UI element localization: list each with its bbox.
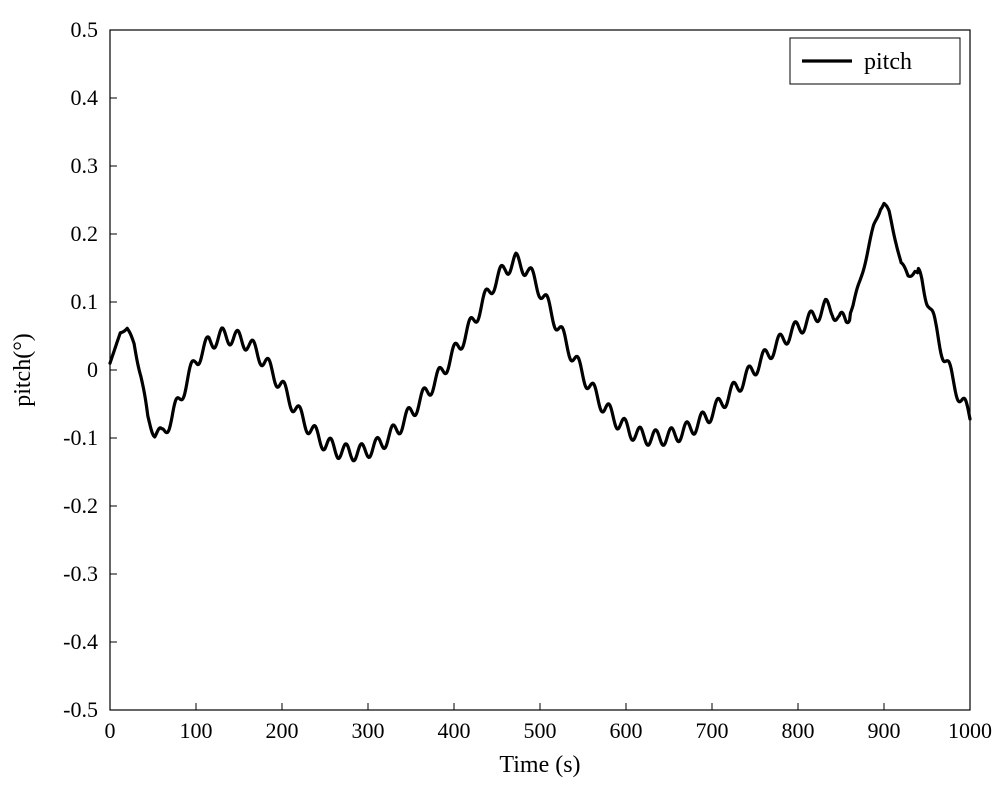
y-tick-label: 0.5 (71, 17, 99, 42)
x-tick-label: 800 (782, 718, 815, 743)
y-tick-label: -0.3 (63, 561, 98, 586)
x-tick-label: 100 (180, 718, 213, 743)
y-tick-label: -0.1 (63, 425, 98, 450)
x-tick-label: 200 (266, 718, 299, 743)
pitch-chart: 0 100 200 300 400 500 600 700 800 900 1000 Time (s)… (0, 0, 1000, 786)
x-tick-label: 300 (352, 718, 385, 743)
x-tick-label: 700 (696, 718, 729, 743)
y-tick-label: 0.2 (71, 221, 99, 246)
y-tick-label: 0 (87, 357, 98, 382)
y-tick-label: 0.3 (71, 153, 99, 178)
x-tick-label: 500 (524, 718, 557, 743)
x-axis-label: Time (s) (499, 752, 580, 778)
y-tick-label: 0.1 (71, 289, 99, 314)
y-axis-label: pitch(°) (10, 333, 36, 407)
x-tick-label: 1000 (948, 718, 992, 743)
x-tick-label: 900 (868, 718, 901, 743)
y-tick-label: -0.4 (63, 629, 98, 654)
chart-svg: 0 100 200 300 400 500 600 700 800 900 1000 Time (s)… (0, 0, 1000, 786)
y-tick-label: -0.2 (63, 493, 98, 518)
y-tick-label: -0.5 (63, 697, 98, 722)
x-tick-label: 0 (105, 718, 116, 743)
y-tick-label: 0.4 (71, 85, 99, 110)
legend-label: pitch (864, 49, 912, 75)
x-tick-label: 400 (438, 718, 471, 743)
x-tick-label: 600 (610, 718, 643, 743)
